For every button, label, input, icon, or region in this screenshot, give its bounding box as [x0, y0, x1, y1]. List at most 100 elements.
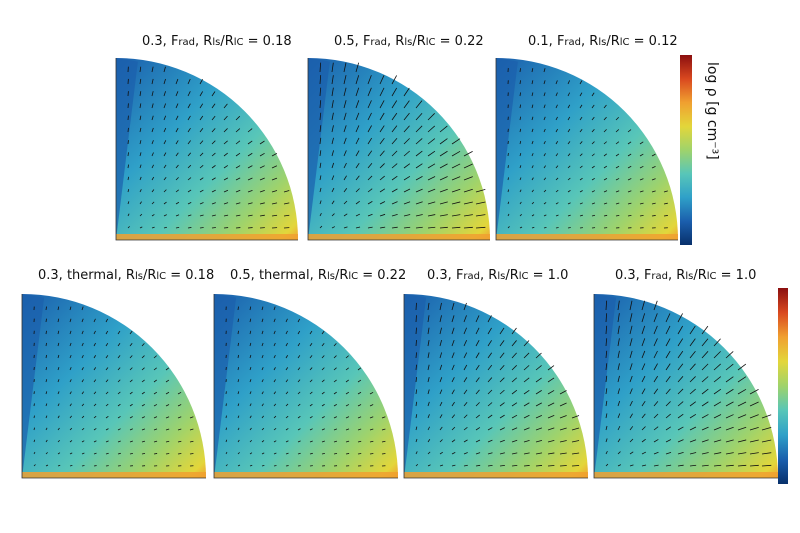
velocity-arrow — [187, 214, 192, 217]
velocity-arrow — [175, 78, 179, 85]
velocity-arrow — [379, 213, 386, 217]
velocity-arrow — [367, 150, 373, 157]
velocity-arrow — [605, 325, 608, 335]
velocity-arrow — [535, 402, 542, 407]
velocity-arrow — [725, 351, 734, 359]
velocity-arrow — [463, 389, 468, 395]
velocity-arrow — [487, 452, 493, 455]
velocity-arrow — [523, 365, 530, 371]
velocity-arrow — [343, 62, 347, 73]
velocity-arrow — [45, 427, 48, 431]
velocity-arrow — [653, 363, 658, 371]
velocity-arrow — [163, 140, 167, 145]
velocity-arrow — [653, 313, 658, 323]
velocity-arrow — [105, 415, 109, 419]
velocity-arrow — [523, 340, 530, 347]
velocity-arrow — [297, 367, 301, 371]
velocity-arrow — [379, 163, 385, 169]
velocity-arrow — [665, 350, 671, 359]
velocity-arrow — [463, 176, 473, 181]
velocity-arrow — [199, 164, 204, 169]
velocity-arrow — [139, 226, 143, 229]
velocity-arrow — [259, 177, 265, 181]
velocity-arrow — [321, 367, 325, 371]
velocity-arrow — [487, 464, 493, 467]
velocity-arrow — [367, 112, 372, 121]
velocity-arrow — [117, 440, 121, 443]
velocity-arrow — [285, 330, 288, 335]
velocity-arrow — [117, 416, 121, 419]
velocity-arrow — [199, 177, 204, 181]
velocity-arrow — [519, 201, 522, 205]
velocity-arrow — [199, 202, 204, 205]
velocity-arrow — [297, 318, 301, 323]
velocity-arrow — [211, 202, 216, 205]
velocity-arrow — [451, 315, 455, 323]
velocity-arrow — [331, 150, 334, 157]
velocity-arrow — [531, 189, 534, 193]
velocity-arrow — [653, 401, 659, 407]
velocity-arrow — [617, 388, 620, 395]
velocity-arrow — [725, 452, 734, 455]
velocity-arrow — [211, 115, 216, 121]
velocity-arrow — [665, 313, 671, 323]
velocity-arrow — [283, 202, 290, 205]
velocity-arrow — [571, 415, 580, 419]
velocity-arrow — [617, 438, 621, 443]
velocity-arrow — [309, 355, 313, 359]
velocity-arrow — [591, 190, 596, 193]
velocity-arrow — [163, 66, 166, 73]
colorbar-svg — [680, 55, 692, 245]
velocity-arrow — [151, 140, 154, 145]
velocity-arrow — [653, 350, 658, 359]
velocity-arrow — [415, 112, 423, 121]
velocity-arrow — [439, 315, 442, 323]
velocity-arrow — [701, 426, 709, 431]
velocity-arrow — [543, 177, 547, 181]
velocity-arrow — [665, 439, 672, 443]
velocity-arrow — [615, 214, 620, 217]
velocity-arrow — [555, 128, 558, 133]
velocity-arrow — [427, 226, 436, 229]
velocity-arrow — [617, 325, 620, 335]
axes-frame — [593, 294, 778, 479]
velocity-arrow — [535, 377, 542, 383]
velocity-arrow — [427, 327, 430, 335]
velocity-arrow — [127, 152, 129, 157]
velocity-arrow — [463, 352, 468, 359]
velocity-arrow — [567, 141, 571, 145]
velocity-arrow — [261, 391, 264, 395]
velocity-arrow — [641, 338, 646, 347]
velocity-arrow — [439, 451, 443, 455]
velocity-arrow — [187, 140, 191, 145]
velocity-arrow — [357, 453, 362, 455]
velocity-arrow — [333, 355, 337, 359]
colorbar-bottom — [778, 288, 788, 484]
velocity-arrow — [737, 426, 747, 431]
velocity-arrow — [603, 141, 607, 145]
velocity-arrow — [653, 464, 659, 467]
velocity-arrow — [139, 127, 142, 133]
velocity-arrow — [677, 313, 683, 323]
velocity-arrow — [297, 391, 301, 395]
velocity-arrow — [343, 226, 348, 229]
velocity-arrow — [543, 165, 546, 169]
velocity-arrow — [439, 327, 442, 335]
velocity-arrow — [235, 189, 241, 193]
velocity-arrow — [689, 338, 696, 347]
velocity-arrow — [249, 306, 252, 311]
velocity-arrow — [141, 379, 145, 383]
velocity-arrow — [105, 379, 109, 383]
velocity-arrow — [547, 415, 555, 419]
velocity-arrow — [523, 402, 530, 407]
velocity-arrow — [427, 163, 436, 169]
velocity-arrow — [677, 350, 684, 359]
velocity-arrow — [579, 141, 583, 145]
velocity-arrow — [591, 116, 595, 121]
velocity-arrow — [261, 354, 264, 359]
velocity-arrow — [507, 177, 509, 181]
velocity-arrow — [523, 377, 530, 383]
velocity-arrow — [249, 439, 253, 443]
velocity-arrow — [475, 402, 480, 407]
velocity-arrow — [615, 141, 620, 145]
